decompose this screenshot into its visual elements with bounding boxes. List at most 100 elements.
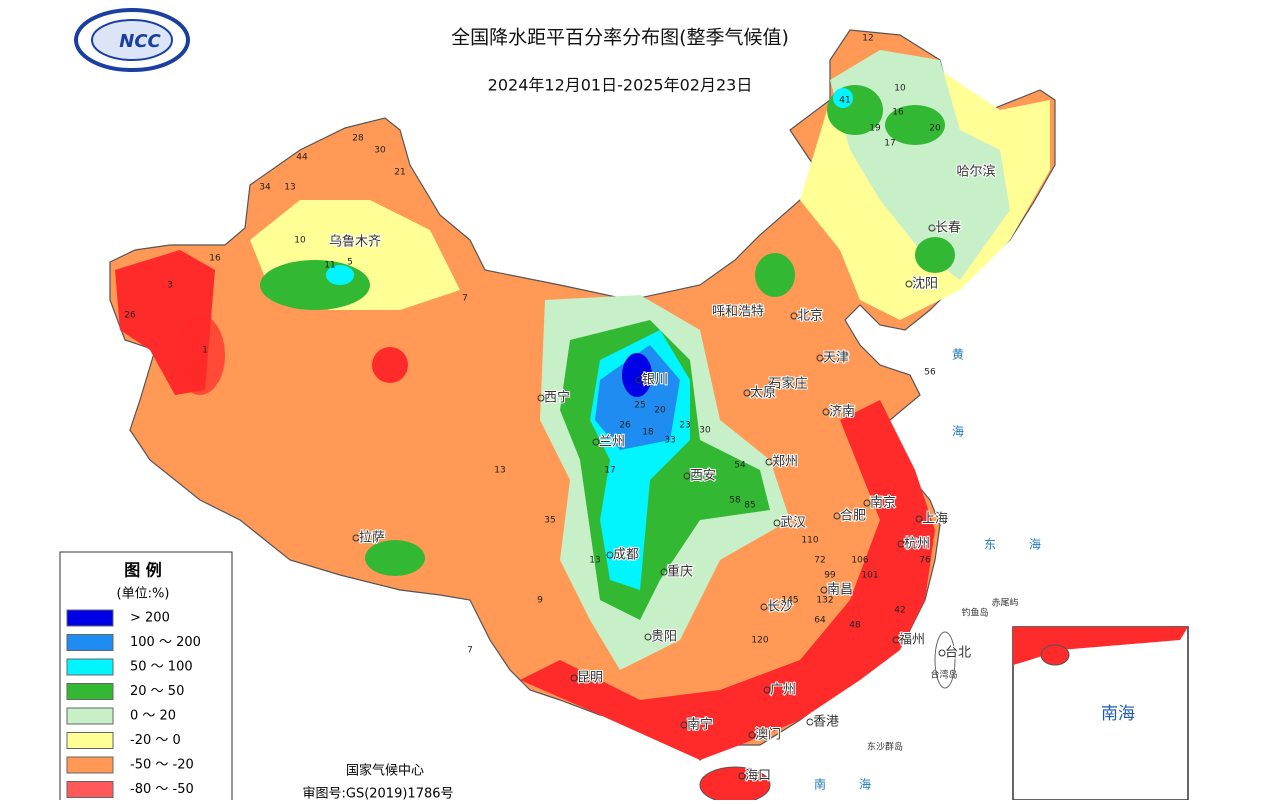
station-value: 1 [202,346,208,356]
city-marker [606,551,614,559]
legend-label: 100 ～ 200 [130,635,201,650]
station-value: 13 [589,556,600,566]
place-label: 南 [814,777,826,792]
station-value: 21 [394,168,405,178]
inset-label: 南海 [1101,704,1135,724]
title: 全国降水距平百分率分布图(整季气候值) [451,27,789,49]
station-value: 17 [884,139,895,149]
city-marker [790,312,798,320]
city-marker [644,633,652,641]
station-value: 35 [544,516,555,526]
legend: 图 例 (单位:%) > 200 100 ～ 200 50 ～ 100 20 ～ 50… [59,551,233,804]
station-value: 12 [862,34,873,44]
city-marker [760,603,768,611]
city-marker [820,586,828,594]
city-label: 兰州 [599,435,625,450]
legend-label: 0 ～ 20 [130,709,176,724]
place-label: 黄 [952,348,964,362]
legend-title: 图 例 [124,561,162,580]
station-value: 10 [894,84,906,94]
legend-swatch [66,781,114,798]
city-label: 台北 [945,646,971,661]
city-label: 西安 [690,469,716,484]
legend-label: 50 ～ 100 [130,660,193,675]
city-label: 乌鲁木齐 [329,234,381,250]
station-value: 3 [167,281,173,291]
station-value: 132 [816,596,833,606]
station-value: 145 [781,596,798,606]
logo-text: NCC [119,31,161,52]
city-marker [592,438,600,446]
station-value: 58 [729,496,741,506]
station-value: 10 [294,236,306,246]
city-marker [635,376,643,384]
city-marker [806,718,814,726]
city-label: 昆明 [577,671,603,686]
station-value: 64 [814,616,826,626]
city-marker [748,731,756,739]
city-marker [352,534,360,542]
city-label: 香港 [813,715,839,730]
city-label: 贵阳 [651,630,677,645]
city-label: 沈阳 [912,277,938,292]
legend-label: > 200 [130,611,170,626]
city-label: 西宁 [544,390,570,406]
city-label: 武汉 [780,516,806,531]
city-marker [763,686,771,694]
city-marker [833,512,841,520]
city-label: 广州 [770,683,796,698]
station-value: 120 [751,636,768,646]
place-label: 海 [859,777,871,792]
city-marker [822,408,830,416]
station-value: 56 [924,368,936,378]
city-marker [928,224,936,232]
station-value: 23 [679,421,690,431]
station-value: 7 [467,646,473,656]
logo: NCC [74,8,190,72]
station-value: 106 [851,556,868,566]
city-label: 银川 [642,373,668,388]
city-marker [905,280,913,288]
city-label: 杭州 [904,537,930,552]
station-value: 20 [654,406,666,416]
city-marker [335,238,343,246]
city-label: 济南 [829,404,855,420]
station-value: 17 [604,466,615,476]
place-label: 海 [1029,537,1041,552]
station-value: 42 [894,606,905,616]
city-label: 长沙 [767,600,793,615]
city-label: 海口 [745,769,771,784]
station-value: 85 [744,501,755,511]
station-value: 7 [462,294,468,304]
station-value: 25 [634,401,645,411]
inset: 南海 [1012,626,1189,801]
station-value: 19 [869,124,881,134]
city-marker [680,721,688,729]
station-value: 41 [839,96,850,106]
legend-label: -20 ～ 0 [130,733,181,748]
legend-swatch [66,707,114,725]
station-value: 28 [352,134,364,144]
city-label: 哈尔滨 [956,164,995,180]
station-value: 110 [801,536,818,546]
legend-swatch [66,732,114,749]
station-value: 16 [209,254,221,264]
city-label: 上海 [922,512,948,527]
station-value: 44 [296,153,308,163]
city-label: 南宁 [687,717,713,733]
date-range: 2024年12月01日-2025年02月23日 [488,76,753,95]
station-value: 99 [824,571,836,581]
legend-label: -50 ～ -20 [130,758,194,773]
city-marker [892,636,900,644]
station-value: 26 [124,311,136,321]
station-value: 11 [324,261,335,271]
city-marker [743,389,751,397]
city-marker [660,568,668,576]
station-value: 5 [347,258,353,268]
place-label: 东 [984,538,996,552]
city-label: 重庆 [667,564,693,580]
china-map [109,29,1056,804]
city-marker [915,515,923,523]
station-value: 54 [734,461,746,471]
